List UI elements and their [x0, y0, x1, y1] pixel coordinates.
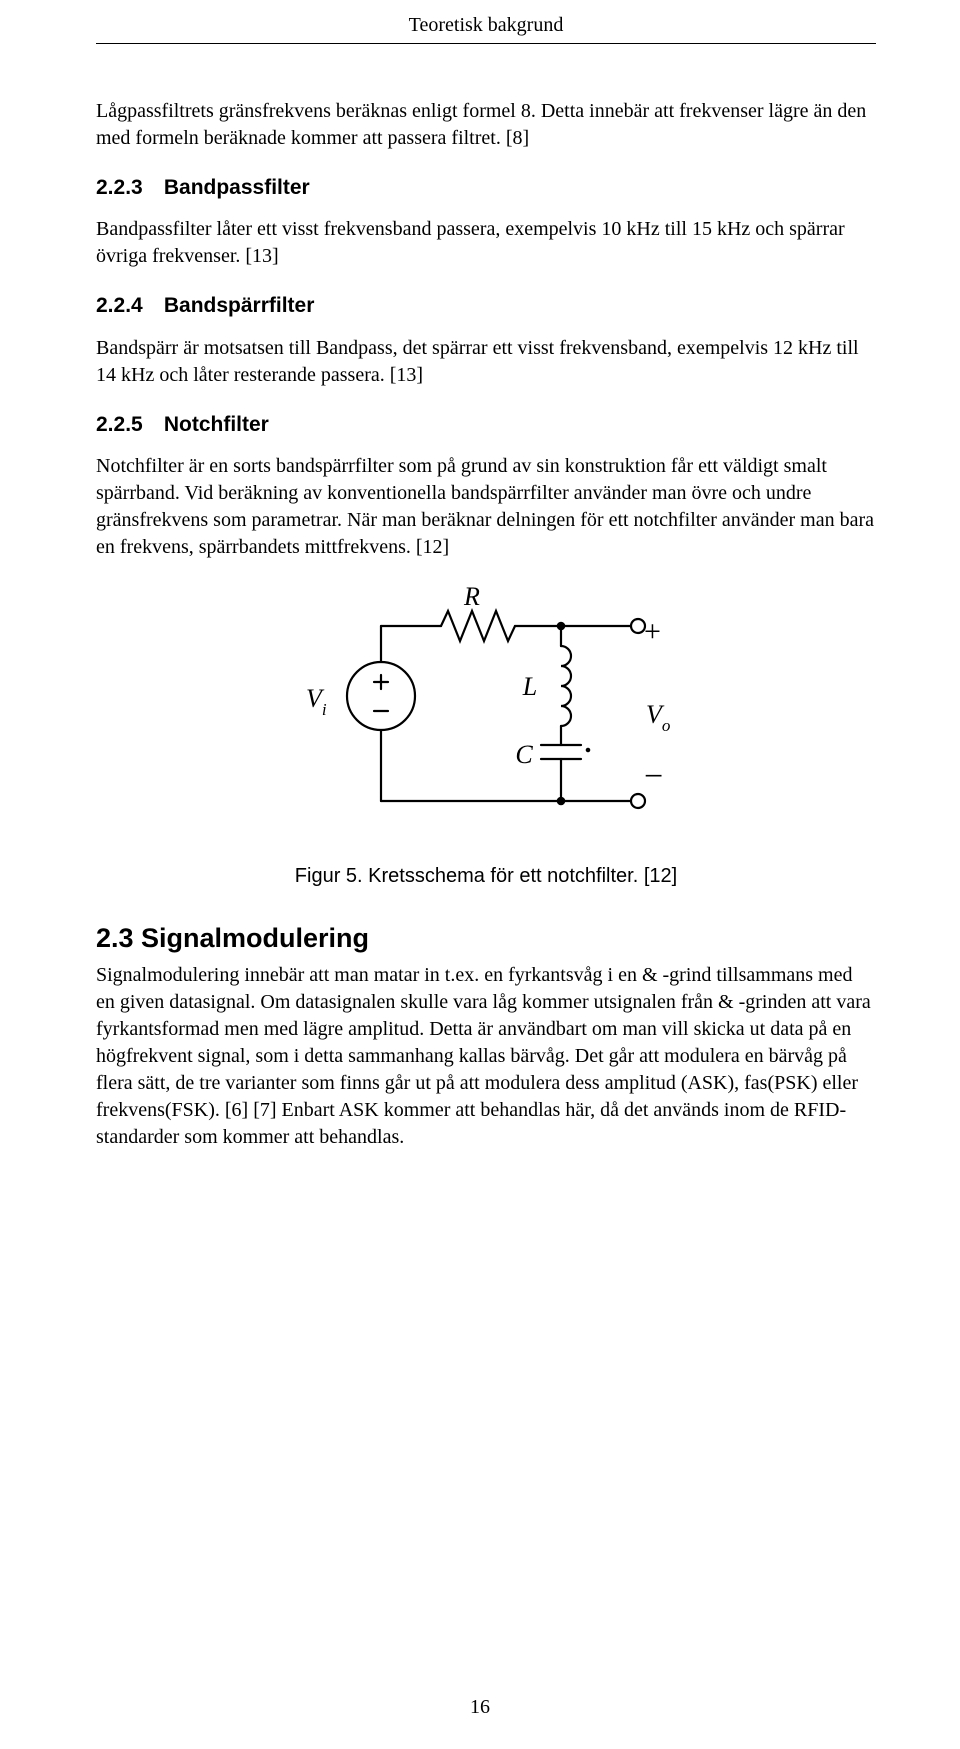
para-2-3: Signalmodulering innebär att man matar i… — [96, 962, 876, 1151]
label-vo: Vo — [646, 700, 670, 735]
label-r: R — [463, 583, 480, 611]
heading-title: Notchfilter — [164, 413, 269, 436]
label-c: C — [515, 740, 533, 769]
heading-number: 2.2.3 — [96, 174, 158, 202]
heading-title: Bandspärrfilter — [164, 294, 315, 317]
intro-paragraph: Lågpassfiltrets gränsfrekvens beräknas e… — [96, 98, 876, 152]
figure-notchfilter-circuit: Vi Vo R L C + − — [96, 583, 876, 851]
heading-number: 2.2.5 — [96, 411, 158, 439]
heading-2-3: 2.3 Signalmodulering — [96, 920, 876, 956]
running-head: Teoretisk bakgrund — [96, 0, 876, 43]
heading-title: Bandpassfilter — [164, 176, 310, 199]
para-2-2-5: Notchfilter är en sorts bandspärrfilter … — [96, 453, 876, 561]
label-plus-out: + — [644, 615, 661, 648]
page-number: 16 — [0, 1694, 960, 1721]
heading-number: 2.2.4 — [96, 292, 158, 320]
para-2-2-4: Bandspärr är motsatsen till Bandpass, de… — [96, 335, 876, 389]
heading-2-2-4: 2.2.4 Bandspärrfilter — [96, 292, 876, 320]
figure-caption: Figur 5. Kretsschema för ett notchfilter… — [96, 863, 876, 890]
label-l: L — [522, 672, 537, 701]
header-rule — [96, 43, 876, 44]
para-2-2-3: Bandpassfilter låter ett visst frekvensb… — [96, 216, 876, 270]
heading-2-2-5: 2.2.5 Notchfilter — [96, 411, 876, 439]
label-vi: Vi — [306, 684, 327, 719]
label-minus-out: − — [644, 758, 663, 795]
heading-2-2-3: 2.2.3 Bandpassfilter — [96, 174, 876, 202]
